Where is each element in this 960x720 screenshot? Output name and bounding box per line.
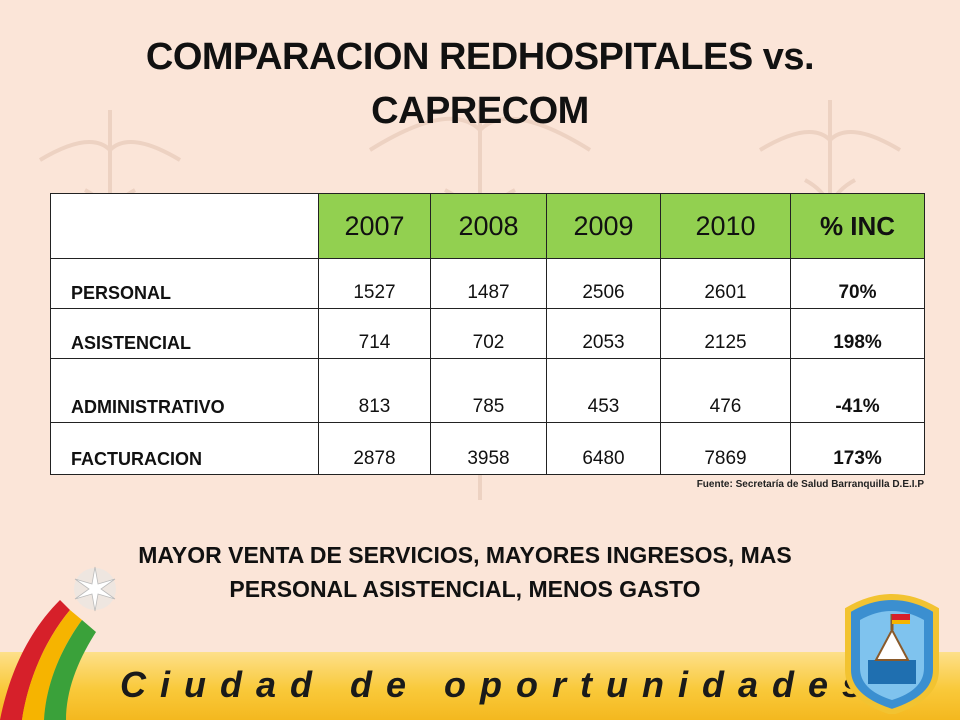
comparison-table: 2007 2008 2009 2010 % INC PERSONAL 1527 … xyxy=(50,193,925,475)
row-label: ASISTENCIAL xyxy=(50,308,319,359)
cell-value: 7869 xyxy=(660,422,791,475)
cell-pct: -41% xyxy=(790,358,925,423)
star-icon xyxy=(74,566,116,612)
crest-icon xyxy=(845,594,939,714)
header-2010: 2010 xyxy=(660,193,791,259)
table-row: FACTURACION 2878 3958 6480 7869 173% xyxy=(50,422,925,475)
table-row: ASISTENCIAL 714 702 2053 2125 198% xyxy=(50,308,925,359)
cell-value: 2601 xyxy=(660,258,791,309)
cell-pct: 173% xyxy=(790,422,925,475)
header-pct-inc: % INC xyxy=(790,193,925,259)
cell-value: 1487 xyxy=(430,258,547,309)
cell-value: 714 xyxy=(318,308,431,359)
cell-value: 6480 xyxy=(546,422,661,475)
cell-value: 3958 xyxy=(430,422,547,475)
header-2007: 2007 xyxy=(318,193,431,259)
header-2008: 2008 xyxy=(430,193,547,259)
header-2009: 2009 xyxy=(546,193,661,259)
footer-slogan: Ciudad de oportunidades xyxy=(120,664,877,705)
cell-pct: 198% xyxy=(790,308,925,359)
slide-title: COMPARACION REDHOSPITALES vs. CAPRECOM xyxy=(60,30,900,138)
cell-value: 2053 xyxy=(546,308,661,359)
source-note: Fuente: Secretaría de Salud Barranquilla… xyxy=(696,479,924,490)
table-header-row: 2007 2008 2009 2010 % INC xyxy=(50,193,925,259)
conclusion-text: MAYOR VENTA DE SERVICIOS, MAYORES INGRES… xyxy=(70,538,860,606)
cell-value: 702 xyxy=(430,308,547,359)
table-row: ADMINISTRATIVO 813 785 453 476 -41% xyxy=(50,358,925,423)
conclusion-line-1: MAYOR VENTA DE SERVICIOS, MAYORES INGRES… xyxy=(138,542,792,568)
cell-value: 1527 xyxy=(318,258,431,309)
row-label: FACTURACION xyxy=(50,422,319,475)
cell-pct: 70% xyxy=(790,258,925,309)
cell-value: 453 xyxy=(546,358,661,423)
header-empty-cell xyxy=(50,193,319,259)
cell-value: 2878 xyxy=(318,422,431,475)
ribbon-decor xyxy=(0,600,96,720)
row-label: ADMINISTRATIVO xyxy=(50,358,319,423)
footer-band xyxy=(0,652,960,720)
title-line-2: CAPRECOM xyxy=(371,90,589,132)
title-line-1: COMPARACION REDHOSPITALES vs. xyxy=(145,36,815,78)
conclusion-line-2: PERSONAL ASISTENCIAL, MENOS GASTO xyxy=(229,576,701,602)
cell-value: 785 xyxy=(430,358,547,423)
cell-value: 813 xyxy=(318,358,431,423)
table-row: PERSONAL 1527 1487 2506 2601 70% xyxy=(50,258,925,309)
row-label: PERSONAL xyxy=(50,258,319,309)
cell-value: 2125 xyxy=(660,308,791,359)
cell-value: 476 xyxy=(660,358,791,423)
cell-value: 2506 xyxy=(546,258,661,309)
